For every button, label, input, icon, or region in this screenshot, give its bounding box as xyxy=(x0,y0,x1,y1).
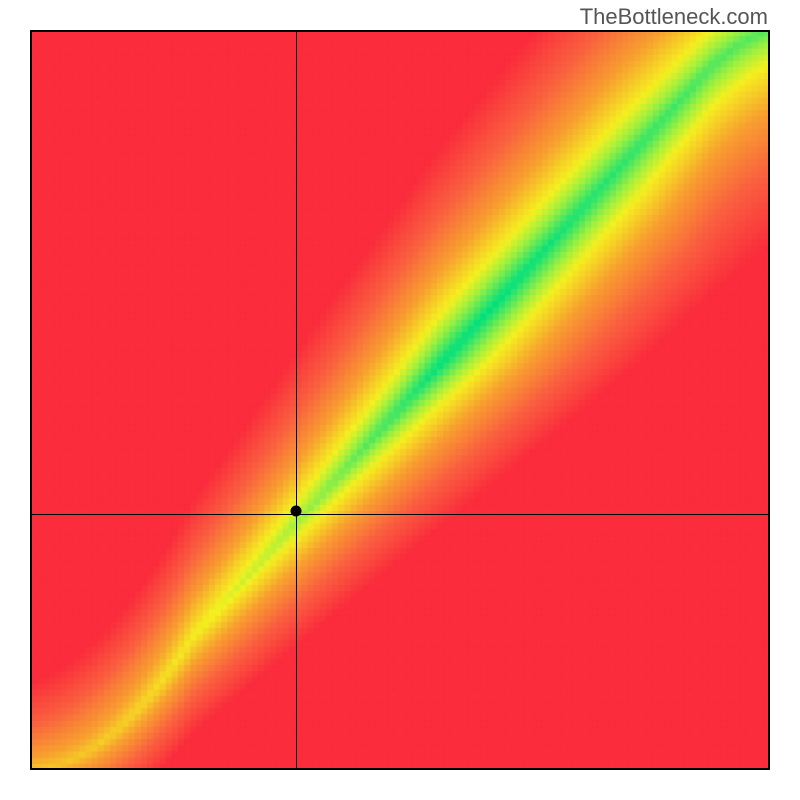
crosshair-vertical xyxy=(296,30,297,770)
crosshair-horizontal xyxy=(30,514,770,515)
data-point-marker xyxy=(291,506,302,517)
source-watermark: TheBottleneck.com xyxy=(580,4,768,30)
bottleneck-heatmap xyxy=(30,30,770,770)
